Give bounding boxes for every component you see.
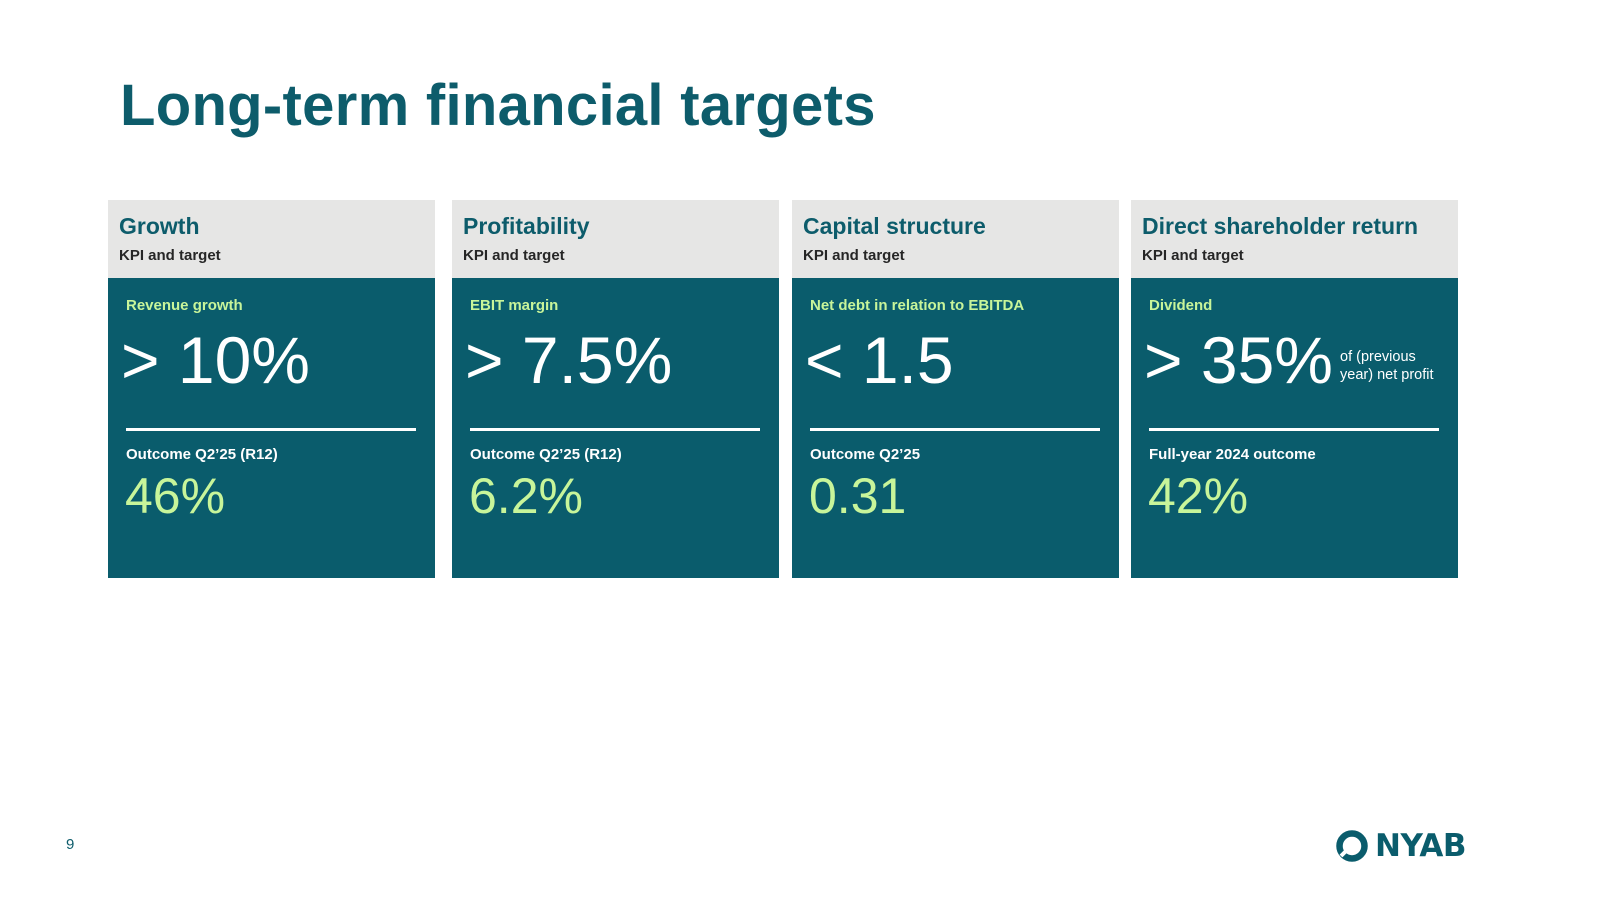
kpi-target-value: > 35% [1144, 323, 1333, 397]
divider [470, 428, 760, 431]
logo-text: NYAB [1375, 828, 1467, 864]
outcome-value: 42% [1148, 468, 1249, 524]
card-header: Growth KPI and target [108, 200, 435, 278]
divider [1149, 428, 1439, 431]
divider [810, 428, 1100, 431]
card-body: Net debt in relation to EBITDA < 1.5 Out… [792, 278, 1119, 578]
outcome-label: Outcome Q2’25 [810, 446, 921, 463]
card-body: Dividend > 35% of (previous year) net pr… [1131, 278, 1458, 578]
kpi-label: Revenue growth [126, 297, 243, 314]
kpi-target-value: > 10% [121, 323, 310, 397]
kpi-label: EBIT margin [470, 297, 559, 314]
kpi-target-value: > 7.5% [465, 323, 673, 397]
card-heading: Capital structure [803, 213, 986, 239]
kpi-card-shareholder-return: Direct shareholder return KPI and target… [1131, 200, 1458, 578]
card-heading: Growth [119, 213, 200, 239]
company-logo: NYAB [1335, 826, 1467, 866]
ring-logo-icon [1336, 830, 1368, 862]
card-heading: Direct shareholder return [1142, 213, 1419, 239]
card-subheading: KPI and target [463, 247, 565, 264]
outcome-value: 0.31 [809, 468, 907, 524]
card-header: Direct shareholder return KPI and target [1131, 200, 1458, 278]
kpi-card-growth: Growth KPI and target Revenue growth > 1… [108, 200, 435, 578]
outcome-label: Outcome Q2’25 (R12) [126, 446, 278, 463]
card-heading: Profitability [463, 213, 590, 239]
card-subheading: KPI and target [1142, 247, 1244, 264]
outcome-label: Full-year 2024 outcome [1149, 446, 1316, 463]
outcome-value: 46% [125, 468, 226, 524]
divider [126, 428, 416, 431]
kpi-target-note: of (previous year) net profit [1340, 349, 1434, 383]
card-header: Profitability KPI and target [452, 200, 779, 278]
kpi-label: Dividend [1149, 297, 1213, 314]
kpi-label: Net debt in relation to EBITDA [810, 297, 1025, 314]
card-header: Capital structure KPI and target [792, 200, 1119, 278]
card-body: EBIT margin > 7.5% Outcome Q2’25 (R12) 6… [452, 278, 779, 578]
card-subheading: KPI and target [119, 247, 221, 264]
kpi-card-capital-structure: Capital structure KPI and target Net deb… [792, 200, 1119, 578]
kpi-card-profitability: Profitability KPI and target EBIT margin… [452, 200, 779, 578]
page-number: 9 [66, 836, 75, 853]
card-subheading: KPI and target [803, 247, 905, 264]
kpi-target-value: < 1.5 [805, 323, 954, 397]
outcome-value: 6.2% [469, 468, 583, 524]
card-body: Revenue growth > 10% Outcome Q2’25 (R12)… [108, 278, 435, 578]
page-title: Long-term financial targets [120, 73, 876, 138]
outcome-label: Outcome Q2’25 (R12) [470, 446, 622, 463]
